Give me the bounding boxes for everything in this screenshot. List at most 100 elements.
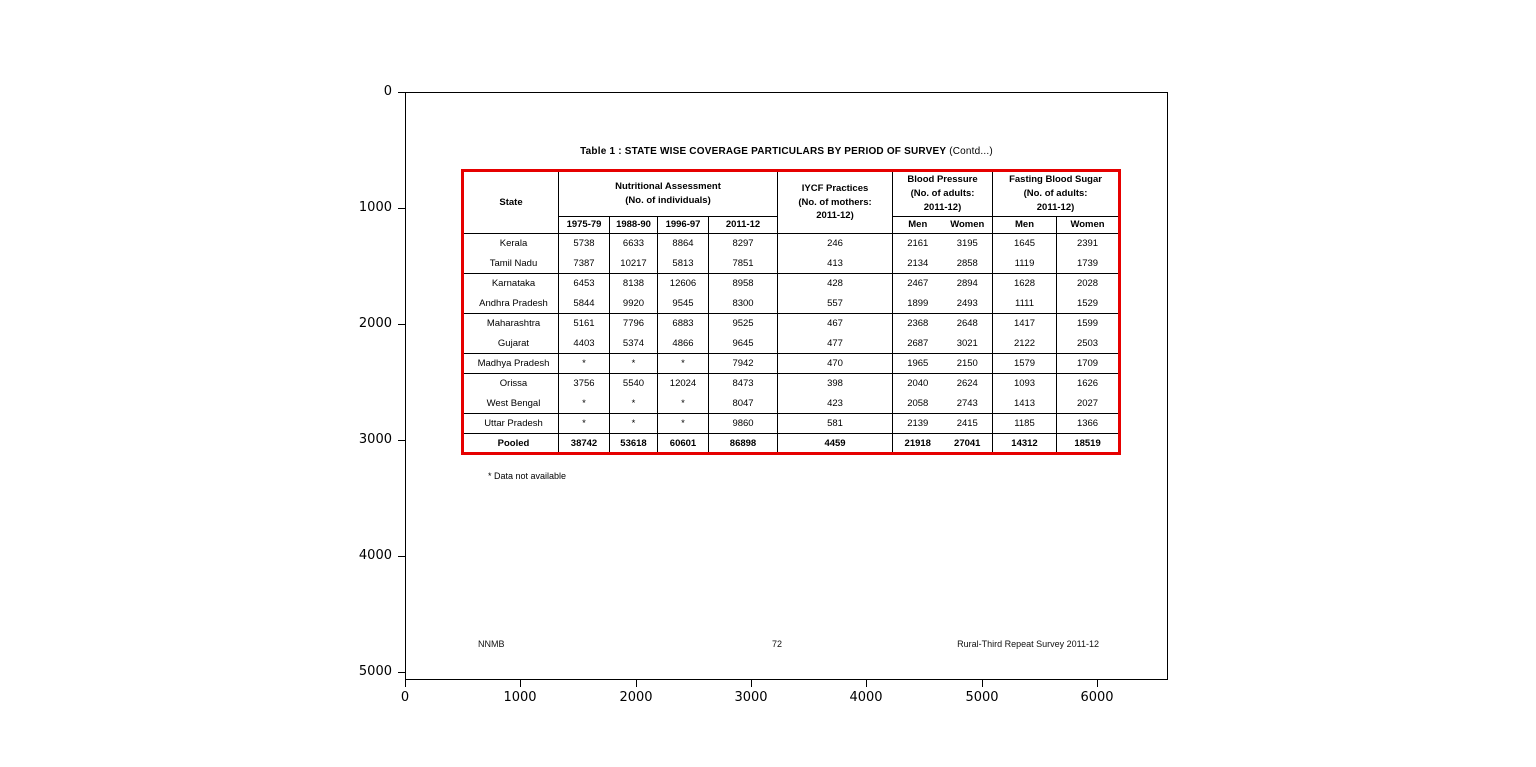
- value-cell: 9920: [609, 293, 658, 314]
- header-bp-men: Men: [892, 216, 943, 234]
- value-cell: 1709: [1056, 353, 1120, 374]
- x-tick-label: 5000: [965, 690, 999, 705]
- y-tick-mark: [398, 556, 405, 557]
- table-row: Andhra Pradesh 5844 9920 9545 8300 557 1899 249…: [462, 293, 1120, 314]
- header-fasting-blood-sugar: Fasting Blood Sugar (No. of adults: 2011…: [992, 170, 1120, 217]
- value-cell: 2134: [892, 253, 943, 274]
- header-nutritional-assessment: Nutritional Assessment (No. of individua…: [557, 170, 778, 217]
- value-cell: 60601: [657, 433, 709, 454]
- coverage-table: State Nutritional Assessment (No. of ind…: [461, 169, 1122, 455]
- header-year-1988-90: 1988-90: [609, 216, 658, 234]
- value-cell: 8958: [707, 273, 778, 294]
- value-cell: 398: [777, 373, 893, 394]
- value-cell: 1739: [1056, 253, 1120, 274]
- header-iycf-practices: IYCF Practices (No. of mothers: 2011-12): [777, 170, 893, 234]
- value-cell: 7942: [707, 353, 778, 374]
- value-cell: 7387: [558, 253, 610, 274]
- table-row: Gujarat 4403 5374 4866 9645 477 2687 3021 2122 25…: [462, 333, 1120, 354]
- value-cell: 1185: [992, 413, 1057, 434]
- header-blood-pressure: Blood Pressure (No. of adults: 2011-12): [892, 170, 993, 217]
- value-cell: 38742: [558, 433, 610, 454]
- value-cell: 246: [777, 233, 893, 254]
- state-cell: West Bengal: [462, 393, 559, 414]
- header-fbs-women: Women: [1056, 216, 1120, 234]
- value-cell: 1599: [1056, 313, 1120, 334]
- table-row: Maharashtra 5161 7796 6883 9525 467 2368 2648 14…: [463, 313, 1120, 334]
- value-cell: 5844: [558, 293, 610, 314]
- value-cell: 3756: [558, 373, 610, 394]
- plot-axes: Table 1 : STATE WISE COVERAGE PARTICULAR…: [405, 92, 1168, 680]
- value-cell: 1111: [992, 293, 1057, 314]
- value-cell: 2058: [892, 393, 943, 414]
- header-year-1996-97: 1996-97: [657, 216, 709, 234]
- footer-right: Rural-Third Repeat Survey 2011-12: [957, 639, 1099, 649]
- table-row: Pooled 38742 53618 60601 86898 4459 21918 27041…: [463, 433, 1120, 454]
- value-cell: *: [558, 413, 610, 434]
- value-cell: 2687: [892, 333, 943, 354]
- value-cell: 12606: [657, 273, 709, 294]
- value-cell: *: [609, 413, 658, 434]
- x-tick-label: 3000: [734, 690, 768, 705]
- value-cell: 3195: [956, 238, 978, 250]
- value-cell: 1579: [992, 353, 1057, 374]
- value-cell: 2743: [942, 393, 993, 414]
- value-cell: 1899: [892, 293, 943, 314]
- x-tick-label: 1000: [503, 690, 537, 705]
- x-tick-mark: [866, 680, 867, 687]
- table-row: West Bengal * * * 8047 423 2058 2743 1413 2027: [462, 393, 1120, 414]
- value-cell: 8864: [657, 233, 709, 254]
- value-cell: 2503: [1056, 333, 1120, 354]
- table-row: Tamil Nadu 7387 10217 5813 7851 413 2134 2858 11…: [462, 253, 1120, 274]
- value-cell: *: [657, 393, 709, 414]
- value-cell: 2139: [892, 413, 943, 434]
- x-tick-mark: [405, 680, 406, 687]
- y-tick-label: 2000: [358, 316, 392, 331]
- state-cell: Gujarat: [462, 333, 559, 354]
- value-cell: 8473: [707, 373, 778, 394]
- value-cell: 470: [777, 353, 893, 374]
- header-row-sub: 1975-79 1988-90 1996-97 2011-12 Men Wome…: [463, 216, 1120, 234]
- value-cell: 18519: [1056, 433, 1120, 454]
- table-row: Karnataka 6453 8138 12606 8958 428 2467 2894 162…: [463, 273, 1120, 294]
- value-cell: 8300: [707, 293, 778, 314]
- table-row: Kerala 5738 6633 8864 8297 246 2161 3195 1645 239…: [463, 233, 1120, 254]
- value-cell: 5374: [609, 333, 658, 354]
- y-tick-mark: [398, 324, 405, 325]
- value-cell: 21918: [892, 433, 943, 454]
- y-tick-mark: [398, 92, 405, 93]
- value-cell: 8047: [707, 393, 778, 414]
- state-cell: Pooled: [497, 437, 530, 449]
- value-cell: 5540: [609, 373, 658, 394]
- value-cell: 53618: [609, 433, 658, 454]
- table-row: Uttar Pradesh * * * 9860 581 2139 2415 1185 1366: [462, 413, 1120, 434]
- footnote: * Data not available: [488, 471, 567, 481]
- header-row-groups: State Nutritional Assessment (No. of ind…: [462, 170, 1120, 234]
- value-cell: 1366: [1056, 413, 1120, 434]
- header-fbs-men: Men: [992, 216, 1057, 234]
- header-state: State: [462, 170, 559, 234]
- table-title-main: Table 1 : STATE WISE COVERAGE PARTICULAR…: [580, 146, 947, 157]
- value-cell: 1417: [992, 313, 1057, 334]
- state-cell: Tamil Nadu: [462, 253, 559, 274]
- value-cell: 6883: [657, 313, 709, 334]
- value-cell: 2150: [942, 353, 993, 374]
- value-cell: *: [657, 413, 709, 434]
- value-cell: 1965: [892, 353, 943, 374]
- x-tick-mark: [520, 680, 521, 687]
- value-cell: 2624: [956, 378, 978, 390]
- header-bp-women: Women: [942, 216, 993, 234]
- value-cell: 86898: [707, 433, 778, 454]
- value-cell: 2040: [892, 373, 943, 394]
- value-cell: 2368: [892, 313, 943, 334]
- state-cell: Kerala: [499, 238, 528, 250]
- header-year-1975-79: 1975-79: [558, 216, 610, 234]
- value-cell: 557: [777, 293, 893, 314]
- value-cell: *: [558, 353, 610, 374]
- value-cell: *: [657, 353, 709, 374]
- x-tick-label: 6000: [1080, 690, 1114, 705]
- value-cell: 10217: [609, 253, 658, 274]
- table-title-contd: (Contd...): [946, 146, 993, 157]
- table-row: Orissa 3756 5540 12024 8473 398 2040 2624 1093 16…: [463, 373, 1120, 394]
- value-cell: 2161: [892, 233, 943, 254]
